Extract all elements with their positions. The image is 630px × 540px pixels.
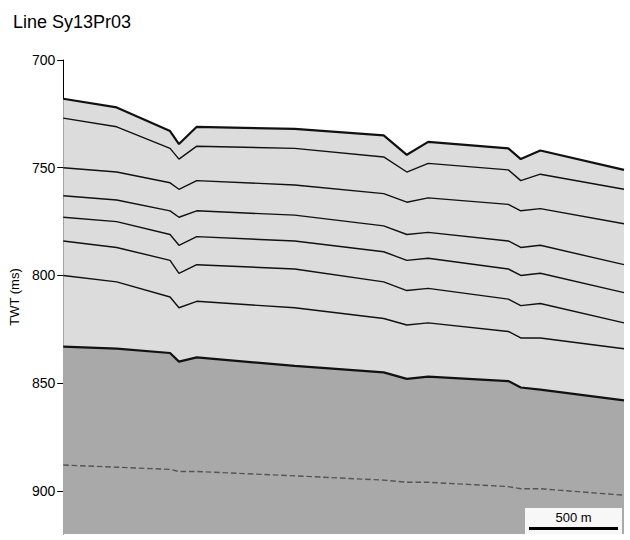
svg-text:700: 700 (32, 52, 56, 68)
svg-text:TWT (ms): TWT (ms) (7, 268, 22, 326)
svg-text:500 m: 500 m (555, 510, 591, 525)
svg-text:Line Sy13Pr03: Line Sy13Pr03 (13, 12, 131, 32)
svg-text:900: 900 (32, 483, 56, 499)
svg-text:750: 750 (32, 160, 56, 176)
svg-text:800: 800 (32, 267, 56, 283)
svg-text:850: 850 (32, 375, 56, 391)
